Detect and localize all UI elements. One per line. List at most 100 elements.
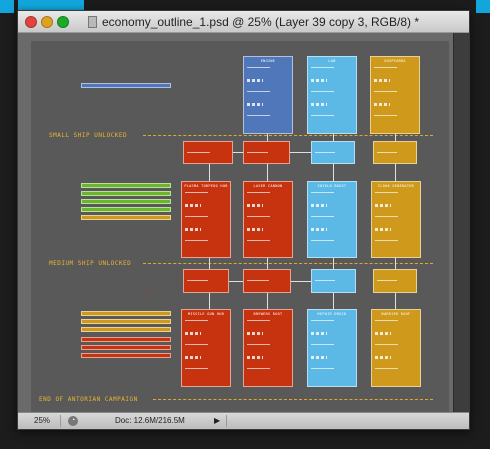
connector-line	[267, 293, 268, 309]
connector-line	[267, 258, 268, 269]
stat-icons	[375, 204, 391, 207]
minimize-button[interactable]	[41, 16, 53, 28]
stat-line	[311, 216, 334, 217]
module-card-title: BARRIER ROOF	[381, 312, 411, 316]
stat-icons	[247, 332, 263, 335]
canvas-area[interactable]: SMALL SHIP UNLOCKED MEDIUM SHIP UNLOCKED E…	[18, 33, 454, 414]
artboard[interactable]: SMALL SHIP UNLOCKED MEDIUM SHIP UNLOCKED E…	[31, 41, 449, 413]
status-menu-arrow-icon[interactable]: ▶	[214, 416, 221, 425]
stat-icons	[247, 79, 263, 82]
connector-line	[209, 293, 210, 309]
milestone-label: END OF ANTORIAN CAMPAIGN	[39, 396, 138, 403]
stat-icons	[311, 204, 327, 207]
module-card[interactable]	[311, 269, 356, 293]
stat-line	[311, 344, 334, 345]
milestone-label: MEDIUM SHIP UNLOCKED	[49, 260, 132, 267]
module-card[interactable]	[183, 141, 233, 164]
document-icon	[88, 16, 97, 28]
stat-icons	[185, 228, 201, 231]
module-card[interactable]: ENGINE	[243, 56, 293, 134]
stat-icons	[247, 204, 263, 207]
connector-line	[395, 134, 396, 141]
stat-icons	[375, 332, 391, 335]
stat-line	[374, 91, 397, 92]
title-bar[interactable]: economy_outline_1.psd @ 25% (Layer 39 co…	[18, 11, 469, 33]
stat-line	[374, 67, 397, 68]
stat-line	[185, 344, 208, 345]
module-card[interactable]: SHIELD BOOST	[307, 181, 357, 258]
zoom-button[interactable]	[57, 16, 69, 28]
stat-line	[247, 320, 270, 321]
connector-line	[290, 152, 311, 153]
module-card[interactable]: BARRIER ROOF	[371, 309, 421, 387]
module-card-title: CLOAK GENERATOR	[377, 184, 415, 188]
module-card-title: LAB	[328, 59, 336, 63]
stat-line	[375, 192, 398, 193]
stat-icons	[185, 204, 201, 207]
connector-line	[209, 164, 210, 181]
zoom-level[interactable]: 25%	[34, 416, 51, 425]
module-card[interactable]: PLASMA TORPEDO HUB	[181, 181, 231, 258]
module-card-title: PLASMA TORPEDO HUB	[184, 184, 228, 188]
desktop-tile	[18, 0, 84, 13]
module-card[interactable]: LASER CANNON	[243, 181, 293, 258]
module-card[interactable]	[243, 269, 291, 293]
stat-line	[375, 368, 398, 369]
stat-line	[185, 216, 208, 217]
connector-line	[395, 164, 396, 181]
stat-line	[247, 115, 270, 116]
stat-line	[247, 192, 270, 193]
stat-line	[377, 280, 397, 281]
stat-icons	[311, 103, 327, 106]
legend-bar-green	[81, 207, 171, 212]
stat-icons	[247, 356, 263, 359]
stat-line	[311, 240, 334, 241]
module-card[interactable]	[311, 141, 355, 164]
module-card-title: MISSILE GUN HUB	[187, 312, 225, 316]
module-card[interactable]	[243, 141, 290, 164]
module-card[interactable]: SHIPYARDS	[370, 56, 420, 134]
close-button[interactable]	[25, 16, 37, 28]
stat-line	[375, 216, 398, 217]
module-card[interactable]	[373, 141, 417, 164]
module-card[interactable]: BREWERS ROOT	[243, 309, 293, 387]
connector-line	[267, 134, 268, 141]
legend-bar-green	[81, 191, 171, 196]
module-card-title: SHIELD BOOST	[317, 184, 347, 188]
stat-line	[247, 240, 270, 241]
proof-setup-icon[interactable]: ◔	[68, 416, 78, 426]
connector-line	[267, 164, 268, 181]
desktop-tile	[0, 0, 14, 13]
connector-line	[395, 293, 396, 309]
connector-line	[229, 281, 243, 282]
vertical-scrollbar[interactable]	[453, 33, 469, 414]
legend-bar-red	[81, 345, 171, 350]
status-divider	[226, 415, 227, 427]
stat-icons	[185, 356, 201, 359]
stat-icons	[311, 332, 327, 335]
status-divider	[60, 415, 61, 427]
stat-line	[185, 368, 208, 369]
module-card-title: SHIPYARDS	[384, 59, 406, 63]
stat-line	[311, 115, 334, 116]
module-card[interactable]: MISSILE GUN HUB	[181, 309, 231, 387]
stat-line	[375, 344, 398, 345]
module-card-title: REPAIR DROID	[317, 312, 347, 316]
stat-icons	[311, 356, 327, 359]
milestone-divider	[153, 399, 433, 400]
module-card[interactable]: REPAIR DROID	[307, 309, 357, 387]
module-card[interactable]	[373, 269, 417, 293]
stat-line	[315, 280, 336, 281]
stat-line	[185, 192, 208, 193]
stat-line	[311, 192, 334, 193]
stat-icons	[374, 103, 390, 106]
module-card[interactable]: LAB	[307, 56, 357, 134]
module-card[interactable]: CLOAK GENERATOR	[371, 181, 421, 258]
connector-line	[333, 258, 334, 269]
window-title: economy_outline_1.psd @ 25% (Layer 39 co…	[102, 15, 420, 29]
legend-bar-red	[81, 353, 171, 358]
module-card[interactable]	[183, 269, 229, 293]
stat-line	[377, 152, 397, 153]
stat-line	[247, 368, 270, 369]
stat-line	[185, 320, 208, 321]
